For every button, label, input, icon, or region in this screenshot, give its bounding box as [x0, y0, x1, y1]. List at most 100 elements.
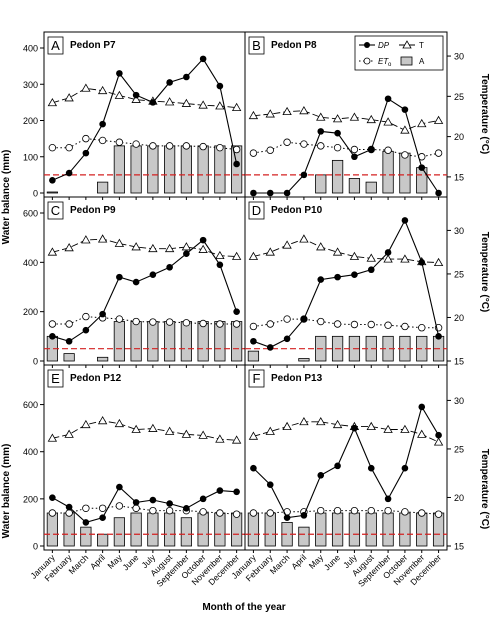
point-t [383, 424, 393, 433]
point-t [64, 93, 74, 102]
point-dp [317, 128, 325, 135]
point-et [165, 506, 174, 515]
point-t [231, 102, 242, 112]
bar-a [298, 526, 310, 547]
point-et [232, 510, 241, 518]
point-dp [250, 337, 257, 345]
point-dp [116, 273, 123, 281]
bar-a [399, 512, 411, 547]
y-tick-label: 0 [33, 542, 38, 552]
point-dp [166, 79, 173, 86]
point-et [132, 140, 140, 148]
point-dp [199, 495, 207, 503]
bar-a [399, 152, 411, 194]
point-t [248, 110, 259, 120]
right-axis-title: Temperature (°C) [479, 74, 490, 155]
legend-a-marker [400, 56, 413, 66]
legend-dp-marker [364, 42, 370, 48]
series-et-line [253, 318, 439, 329]
panel-b: B Pedon P8 15 20 25 30 [244, 31, 464, 200]
y-tick-label: 200 [23, 307, 38, 317]
y-tick-label: 400 [23, 258, 38, 268]
point-dp [233, 160, 240, 168]
point-et [333, 143, 342, 152]
bar-a [365, 181, 377, 194]
bar-a [348, 512, 361, 547]
point-et [82, 134, 90, 143]
y-tick-label: 0 [33, 357, 38, 367]
point-et [317, 506, 325, 515]
bar-a [315, 174, 327, 194]
bar-a [180, 517, 192, 547]
point-t [231, 251, 242, 260]
bar-a [382, 150, 394, 194]
point-dp [266, 189, 274, 197]
point-t [316, 112, 326, 121]
point-t [332, 114, 343, 123]
point-dp [384, 249, 392, 256]
panel-title: Pedon P8 [271, 40, 317, 51]
point-t [81, 235, 91, 244]
temp-tick-label: 25 [454, 92, 464, 102]
legend-a-label: A [419, 57, 425, 66]
point-t [316, 416, 326, 426]
point-t [81, 419, 91, 429]
bar-a [416, 167, 428, 194]
bar-a [432, 512, 445, 547]
point-t [383, 254, 393, 263]
point-dp [116, 70, 123, 77]
legend-et-marker [363, 57, 371, 65]
point-dp [435, 333, 442, 340]
series-et-line [52, 138, 237, 150]
point-t [282, 240, 292, 249]
point-t [164, 243, 175, 253]
point-dp [300, 315, 308, 323]
legend-et-label: ET [378, 57, 389, 66]
point-et [249, 322, 258, 331]
point-t [332, 419, 343, 429]
point-et [199, 142, 207, 151]
point-t [265, 426, 275, 435]
point-t [181, 429, 192, 438]
point-et [182, 319, 191, 327]
point-t [215, 101, 225, 110]
point-et [48, 320, 57, 328]
point-dp [351, 424, 358, 432]
point-et [165, 318, 174, 326]
point-et [216, 320, 224, 328]
point-t [97, 85, 108, 95]
month-label: June [120, 552, 140, 572]
point-dp [435, 189, 442, 197]
point-dp [183, 250, 190, 257]
point-t [400, 254, 410, 263]
bar-a [80, 526, 92, 547]
month-label: May [105, 552, 124, 571]
panel-frame [244, 364, 448, 551]
point-t [282, 421, 292, 431]
bar-a [214, 145, 226, 194]
point-et [350, 320, 359, 329]
temp-tick-label: 20 [454, 313, 464, 323]
bar-a [130, 321, 142, 362]
point-dp [82, 149, 90, 157]
y-tick-label: 600 [23, 400, 38, 410]
point-dp [384, 495, 392, 503]
panel-letter: B [252, 38, 261, 53]
point-t [164, 426, 175, 435]
point-et [132, 317, 140, 326]
bar-a [298, 358, 310, 362]
bar-a [180, 321, 192, 362]
point-dp [82, 326, 90, 334]
series-dp-line [253, 405, 440, 519]
point-et [283, 138, 291, 146]
point-dp [351, 271, 358, 278]
point-dp [216, 261, 224, 269]
point-t [265, 247, 275, 256]
point-dp [166, 500, 173, 507]
panel-letter-box [248, 369, 265, 388]
point-dp [250, 464, 257, 472]
point-t [366, 421, 376, 431]
legend-et-subscript: o [388, 62, 392, 68]
point-et [384, 506, 392, 515]
point-dp [233, 488, 240, 496]
